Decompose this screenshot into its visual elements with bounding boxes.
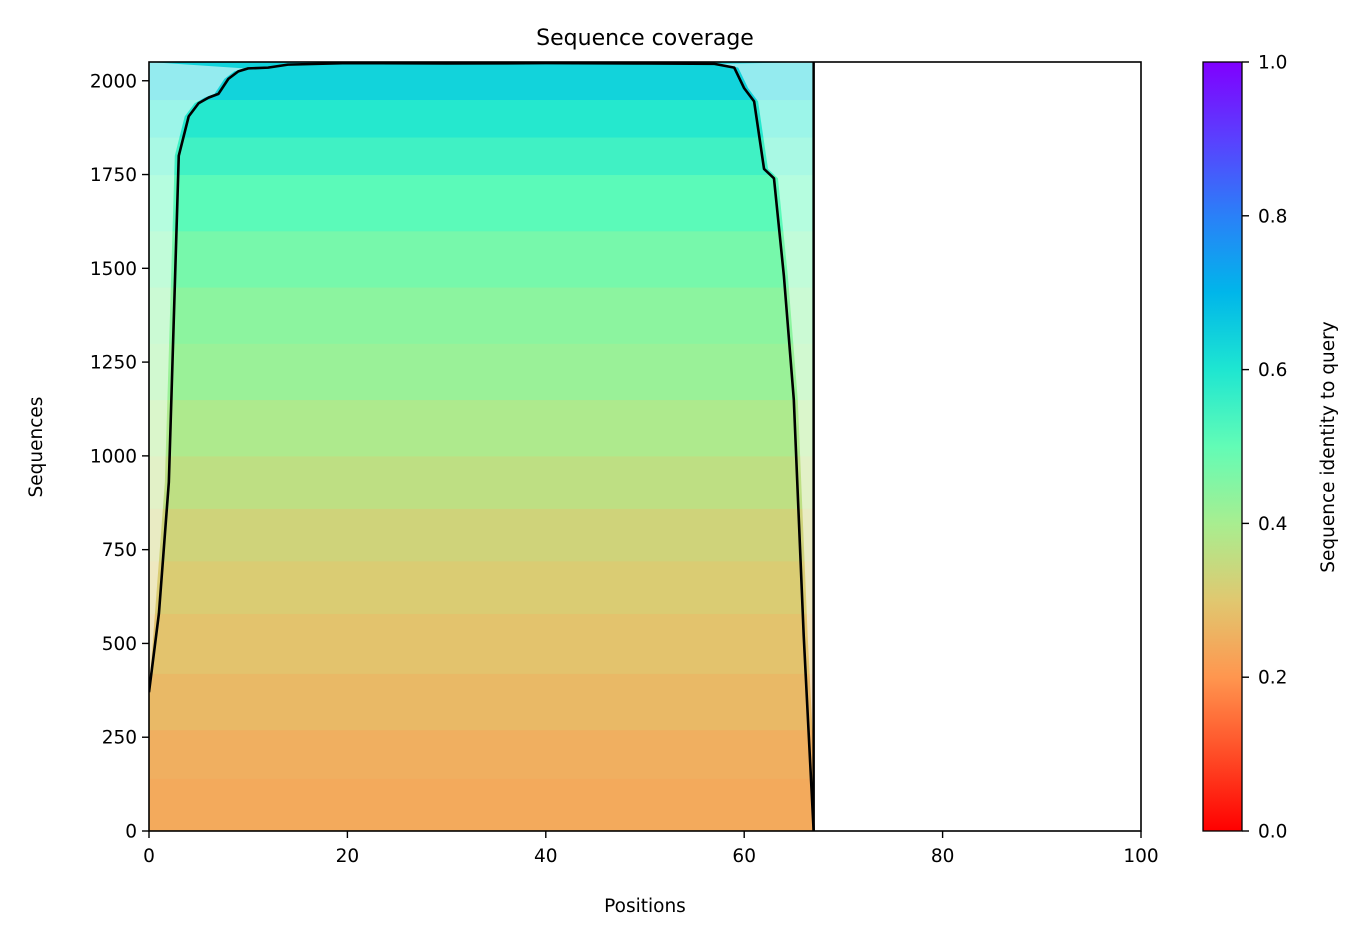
colorbar-tick-label: 0.4 — [1258, 514, 1287, 535]
x-axis: 0 20 40 60 80 100 — [143, 831, 1159, 867]
y-tick-label: 1250 — [90, 353, 137, 374]
colorbar-tick-label: 1.0 — [1258, 53, 1287, 74]
colorbar-label: Sequence identity to query — [1318, 321, 1339, 573]
y-tick-label: 250 — [102, 728, 137, 749]
x-tick-label: 0 — [143, 846, 155, 867]
y-tick-label: 1750 — [90, 165, 137, 186]
y-tick-label: 1000 — [90, 446, 137, 467]
chart-title: Sequence coverage — [536, 26, 754, 51]
identity-band-4 — [149, 560, 814, 614]
plot-frame — [148, 61, 1142, 832]
x-tick-label: 80 — [931, 846, 955, 867]
identity-band-1 — [149, 729, 814, 779]
colorbar-tick-label: 0.6 — [1258, 360, 1287, 381]
identity-heatmap — [149, 62, 814, 831]
left-gap-region — [149, 62, 245, 693]
colorbar-tick-label: 0.2 — [1258, 668, 1287, 689]
x-tick-label: 20 — [336, 846, 360, 867]
coverage-line — [149, 62, 815, 831]
identity-band-10 — [149, 230, 814, 288]
identity-band-3 — [149, 613, 814, 674]
y-axis-label: Sequences — [26, 397, 47, 498]
alignment-gaps — [149, 62, 818, 831]
x-tick-label: 60 — [732, 846, 756, 867]
x-axis-label: Positions — [604, 896, 686, 917]
identity-band-8 — [149, 343, 814, 401]
identity-band-6 — [149, 455, 814, 509]
y-tick-label: 500 — [102, 634, 137, 655]
colorbar-tick-label: 0.0 — [1258, 822, 1287, 843]
identity-band-2 — [149, 673, 814, 731]
x-tick-label: 100 — [1123, 846, 1158, 867]
identity-band-0 — [149, 778, 814, 831]
y-axis: 0 250 500 750 1000 1250 1500 1750 2000 — [90, 71, 149, 843]
y-tick-label: 1500 — [90, 259, 137, 280]
colorbar — [1202, 61, 1243, 832]
identity-band-11 — [149, 174, 814, 232]
identity-band-5 — [149, 508, 814, 562]
x-tick-label: 40 — [534, 846, 558, 867]
y-tick-label: 0 — [125, 822, 137, 843]
identity-band-9 — [149, 287, 814, 344]
identity-band-12 — [149, 137, 814, 176]
colorbar-tick-label: 0.8 — [1258, 206, 1287, 227]
right-gap-region — [718, 62, 818, 831]
identity-band-7 — [149, 399, 814, 457]
identity-band-13 — [149, 99, 814, 138]
y-tick-label: 2000 — [90, 71, 137, 92]
colorbar-axis: 0.0 0.2 0.4 0.6 0.8 1.0 — [1242, 53, 1287, 843]
y-tick-label: 750 — [102, 540, 137, 561]
